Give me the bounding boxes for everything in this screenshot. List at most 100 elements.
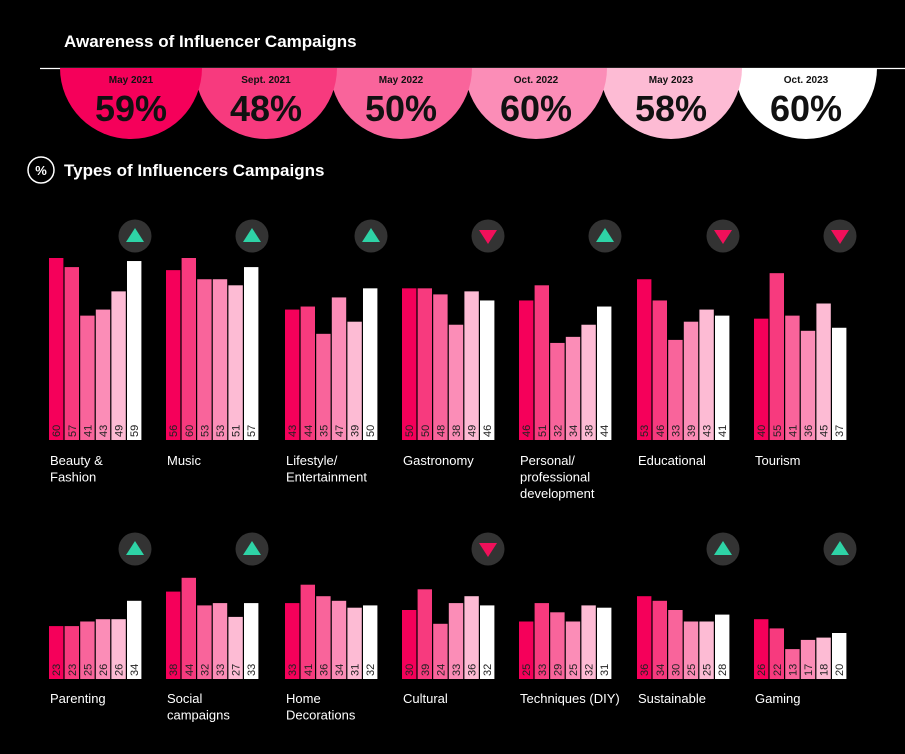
panel-6-bar-5 [699, 309, 714, 440]
panel-3-bar-5 [347, 321, 362, 440]
awareness-value-4: 60% [500, 88, 572, 129]
trend-up-icon [235, 219, 269, 253]
panel-9-value-6: 33 [246, 664, 258, 676]
trend-up-icon [118, 532, 152, 566]
panel-14-value-4: 17 [803, 664, 815, 676]
panel-10-category-line-2: Decorations [286, 708, 356, 723]
panel-8-value-6: 34 [129, 664, 141, 676]
panel-12-value-4: 25 [568, 664, 580, 676]
awareness-value-1: 59% [95, 88, 167, 129]
panel-10-bar-3 [316, 596, 331, 679]
trend-down-icon [823, 219, 857, 253]
panel-11-bar-2 [417, 589, 432, 679]
panel-14-bar-2 [769, 628, 784, 679]
panel-13-bar-5 [699, 621, 714, 679]
panel-12-value-3: 29 [552, 664, 564, 676]
panel-13-value-4: 25 [686, 664, 698, 676]
panel-8-bar-6 [127, 600, 142, 679]
panel-11-value-3: 24 [435, 664, 447, 676]
panel-2-bar-2 [181, 258, 196, 440]
panel-10-value-3: 36 [318, 664, 330, 676]
panel-2-category-line-1: Music [167, 453, 201, 468]
panel-5-bar-4 [565, 336, 581, 440]
panel-6-value-2: 46 [655, 425, 667, 437]
panel-6-value-4: 39 [686, 425, 698, 437]
panel-2-value-6: 57 [246, 425, 258, 437]
panel-5-category-line-3: development [520, 486, 595, 501]
panel-3: 43 44 35 47 39 50 Lifestyle/Entertainment [285, 219, 388, 485]
panel-3-value-3: 35 [318, 425, 330, 437]
awareness-value-6: 60% [770, 88, 842, 129]
panel-7-bar-4 [800, 330, 816, 440]
panel-11: 30 39 24 33 36 32 Cultural [402, 532, 505, 706]
panel-11-bar-4 [448, 603, 464, 679]
panel-11-value-4: 33 [451, 664, 463, 676]
types-title: Types of Influencers Campaigns [64, 161, 324, 180]
panel-3-bar-4 [331, 297, 347, 440]
panel-8-bar-5 [111, 619, 126, 679]
panel-9-bar-5 [228, 616, 243, 679]
panel-12-value-2: 33 [537, 664, 549, 676]
panel-3-bar-6 [363, 288, 378, 440]
panel-13-value-1: 36 [639, 664, 651, 676]
panel-10: 33 41 36 34 31 32 Home Decorations [285, 584, 378, 723]
panel-10-value-2: 41 [303, 664, 315, 676]
panel-6-value-6: 41 [717, 425, 729, 437]
panel-4-value-4: 38 [451, 425, 463, 437]
trend-down-icon [471, 219, 505, 253]
panel-6-bar-4 [683, 321, 699, 440]
panel-5-bar-6 [597, 306, 612, 440]
panel-1-category-line-2: Fashion [50, 470, 96, 485]
trend-down-icon [706, 219, 740, 253]
panel-12-bar-1 [519, 621, 534, 679]
panel-11-bar-3 [433, 623, 448, 679]
panel-7: 40 55 41 36 45 37 Tourism [754, 219, 857, 468]
panel-9-value-3: 32 [199, 664, 211, 676]
awareness-period-5: May 2023 [649, 75, 694, 86]
panel-9-category-line-2: campaigns [167, 708, 230, 723]
panel-14-value-3: 13 [787, 664, 799, 676]
awareness-circle-5 [600, 68, 742, 139]
percent-badge-label: % [35, 163, 47, 178]
panel-1-value-3: 41 [82, 425, 94, 437]
panel-9-bar-1 [166, 591, 181, 679]
awareness-value-3: 50% [365, 88, 437, 129]
panel-5-bar-1 [519, 300, 534, 440]
panel-2-bar-5 [228, 285, 243, 440]
panel-6-bar-1 [637, 279, 652, 440]
panel-10-bar-6 [363, 605, 378, 679]
panel-5-bar-3 [550, 342, 565, 440]
panel-1-value-1: 60 [51, 425, 63, 437]
panel-9-bar-2 [181, 577, 196, 679]
panel-8-value-5: 26 [114, 664, 126, 676]
panel-5-category-line-1: Personal/ [520, 453, 575, 468]
panel-8-bar-1 [49, 626, 64, 679]
panel-7-value-3: 41 [787, 425, 799, 437]
panel-13-value-2: 34 [655, 664, 667, 676]
panel-7-bar-6 [832, 327, 847, 440]
panel-5-value-3: 32 [552, 425, 564, 437]
panel-5: 46 51 32 34 38 44 Personal/professionaldevelop… [519, 219, 622, 501]
panel-4-bar-2 [417, 288, 432, 440]
panel-14-category-line-1: Gaming [755, 691, 801, 706]
panel-12-value-6: 31 [599, 664, 611, 676]
panel-2-value-5: 51 [231, 425, 243, 437]
panel-3-category-line-2: Entertainment [286, 470, 367, 485]
panel-11-value-1: 30 [404, 664, 416, 676]
panel-1-bar-6 [127, 261, 142, 440]
panel-5-value-1: 46 [521, 425, 533, 437]
panel-4-bar-4 [448, 324, 464, 440]
panel-5-value-2: 51 [537, 425, 549, 437]
panel-3-value-4: 47 [334, 425, 346, 437]
trend-down-icon [471, 532, 505, 566]
panel-7-value-1: 40 [756, 425, 768, 437]
panel-5-value-4: 34 [568, 425, 580, 437]
panel-2-bar-1 [166, 270, 181, 440]
panel-14: 26 22 13 17 18 20 Gaming [754, 532, 857, 706]
panel-13-category-line-1: Sustainable [638, 691, 706, 706]
panel-1-bar-1 [49, 258, 64, 440]
panel-6-bar-3 [668, 339, 683, 440]
